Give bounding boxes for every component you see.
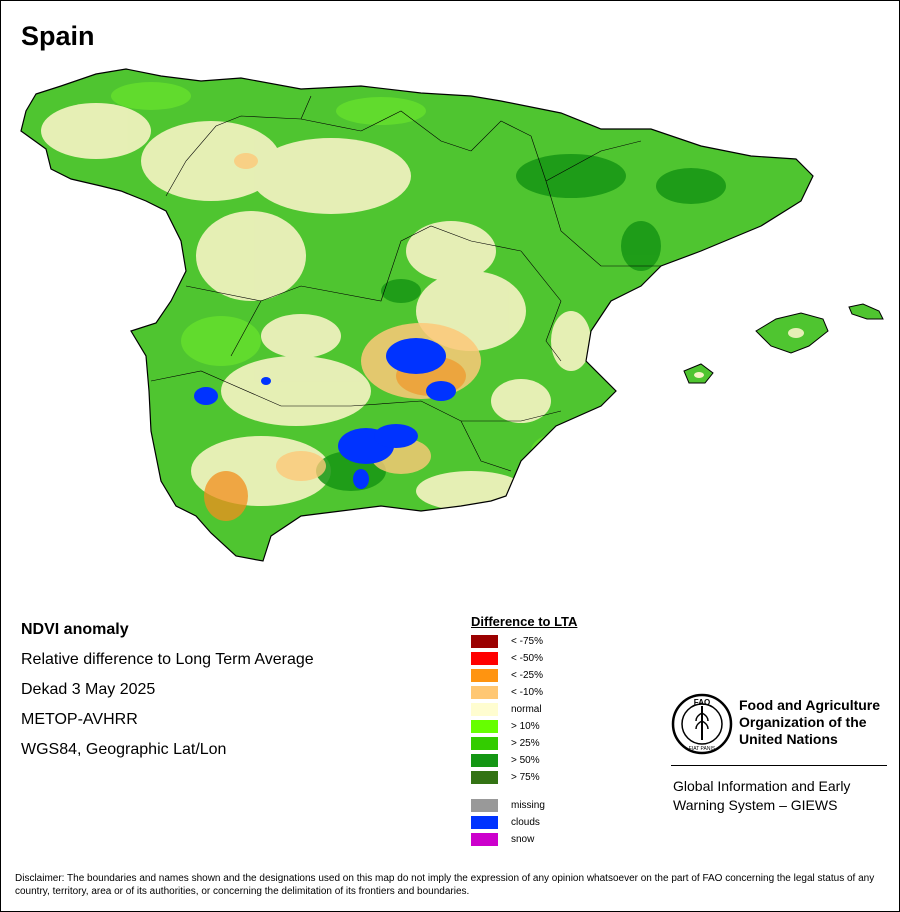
- legend-item: normal: [471, 702, 577, 719]
- legend-classes: < -75% < -50% < -25% < -10% normal > 10% > 25%…: [471, 634, 577, 787]
- legend-item: > 75%: [471, 770, 577, 787]
- legend-swatch: [471, 754, 498, 767]
- anomaly-patches: [41, 82, 726, 521]
- region-boundaries: [150, 95, 661, 472]
- legend-item: clouds: [471, 815, 577, 832]
- time-period: Dekad 3 May 2025: [21, 681, 156, 698]
- legend-swatch: [471, 703, 498, 716]
- legend-label: > 75%: [511, 772, 540, 783]
- giews-name: Global Information and Early Warning Sys…: [673, 778, 851, 813]
- cloud-patches: [194, 338, 456, 516]
- legend-label: > 50%: [511, 755, 540, 766]
- map-info: NDVI anomaly Relative difference to Long…: [21, 619, 314, 769]
- legend-item: < -10%: [471, 685, 577, 702]
- legend-swatch: [471, 771, 498, 784]
- legend-swatch: [471, 686, 498, 699]
- balearic-islands: [683, 303, 884, 384]
- legend-item: snow: [471, 832, 577, 849]
- legend-label: normal: [511, 704, 542, 715]
- legend-label: snow: [511, 834, 535, 845]
- legend-item: > 10%: [471, 719, 577, 736]
- legend-label: missing: [511, 800, 545, 811]
- legend-label: > 25%: [511, 738, 540, 749]
- legend-item: > 50%: [471, 753, 577, 770]
- legend-item: > 25%: [471, 736, 577, 753]
- legend-item: missing: [471, 798, 577, 815]
- divider: [671, 765, 887, 766]
- legend-swatch: [471, 720, 498, 733]
- disclaimer: Disclaimer: The boundaries and names sho…: [15, 873, 875, 897]
- legend-label: < -25%: [511, 670, 543, 681]
- fao-logo-motto: FIAT PANIS: [689, 746, 716, 752]
- legend-swatch: [471, 635, 498, 648]
- legend-extra: missing clouds snow: [471, 798, 577, 849]
- fao-organization-name: Food and Agriculture Organization of the…: [739, 697, 881, 747]
- fao-logo-text: FAO: [694, 698, 710, 707]
- indicator-name: NDVI anomaly: [21, 621, 129, 638]
- legend-label: < -50%: [511, 653, 543, 664]
- strong-green-patches: [316, 154, 726, 491]
- legend-label: < -75%: [511, 636, 543, 647]
- legend: Difference to LTA < -75% < -50% < -25% < -1…: [471, 614, 577, 849]
- indicator-description: Relative difference to Long Term Average: [21, 651, 314, 668]
- legend-swatch: [471, 833, 498, 846]
- legend-label: > 10%: [511, 721, 540, 732]
- legend-item: < -75%: [471, 634, 577, 651]
- ndvi-map: [20, 68, 884, 562]
- sensor-name: METOP-AVHRR: [21, 711, 138, 728]
- legend-label: < -10%: [511, 687, 543, 698]
- legend-item: < -50%: [471, 651, 577, 668]
- legend-swatch: [471, 799, 498, 812]
- legend-swatch: [471, 816, 498, 829]
- legend-label: clouds: [511, 817, 540, 828]
- fao-logo-icon: FAO FIAT PANIS: [671, 693, 733, 755]
- legend-title: Difference to LTA: [471, 614, 578, 629]
- legend-item: < -25%: [471, 668, 577, 685]
- legend-swatch: [471, 669, 498, 682]
- legend-swatch: [471, 737, 498, 750]
- projection-name: WGS84, Geographic Lat/Lon: [21, 741, 227, 758]
- legend-swatch: [471, 652, 498, 665]
- map-title: Spain: [21, 21, 95, 51]
